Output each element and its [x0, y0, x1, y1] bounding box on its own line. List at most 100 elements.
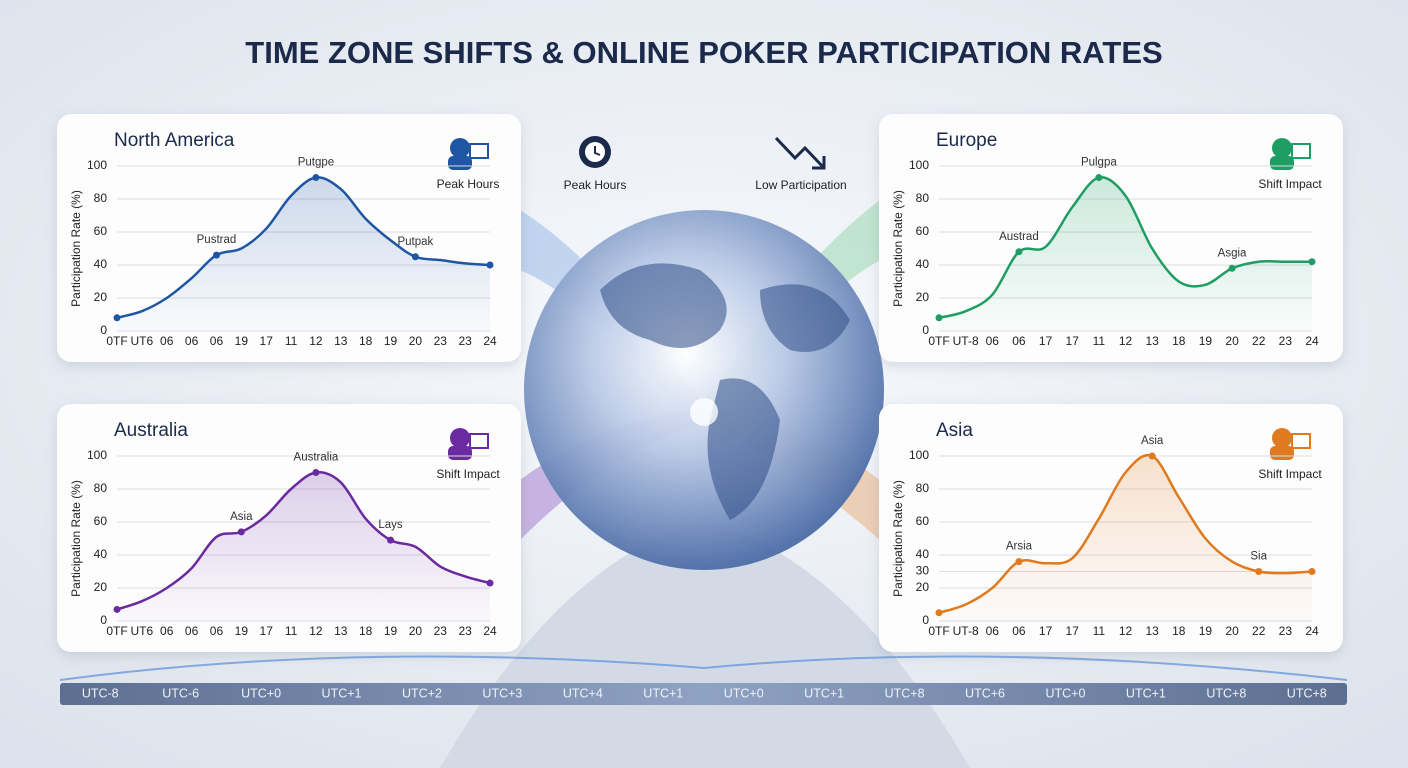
timeline-bar — [60, 683, 1347, 705]
point — [387, 536, 395, 544]
x-tick-label: 19 — [1199, 334, 1213, 348]
x-tick-label: 23 — [458, 624, 472, 638]
badge-label: Shift Impact — [1258, 177, 1322, 191]
timeline-label: UTC+6 — [965, 686, 1005, 700]
badge-label: Shift Impact — [436, 467, 500, 481]
line — [938, 453, 1313, 614]
point — [113, 605, 121, 613]
x-tick-label: 13 — [334, 334, 348, 348]
x-tick-label: 20 — [409, 334, 423, 348]
x-tick-label: 24 — [483, 334, 497, 348]
x-tick-label: 06 — [185, 624, 199, 638]
timeline-label: UTC-8 — [82, 686, 119, 700]
x-tick-label: 20 — [1225, 334, 1239, 348]
x-tick-label: 17 — [1066, 334, 1080, 348]
timeline-label: UTC+8 — [1206, 686, 1246, 700]
x-tick-label: 11 — [1093, 624, 1106, 638]
timeline-label: UTC+3 — [482, 686, 522, 700]
x-tick-label: 23 — [458, 334, 472, 348]
badge-icon — [450, 428, 470, 448]
x-tick-label: 20 — [1225, 624, 1239, 638]
annotation: Pulgpa — [1081, 157, 1117, 169]
timeline-label: UTC+0 — [1045, 686, 1085, 700]
clock-hands — [594, 146, 601, 156]
x-tick-label: 06 — [986, 624, 1000, 638]
x-tick-label: 06 — [160, 624, 174, 638]
icon-label: Peak Hours — [564, 178, 627, 192]
x-tick-label: UT-8 — [953, 334, 979, 348]
y-tick-label: 60 — [94, 514, 108, 528]
badge-icon — [448, 446, 472, 460]
chart-title: North America — [114, 130, 235, 151]
timeline-label: UTC+1 — [322, 686, 362, 700]
y-tick-label: 80 — [916, 481, 930, 495]
glow — [690, 398, 718, 426]
x-tick-label: 17 — [1039, 334, 1053, 348]
x-tick-label: 17 — [260, 624, 274, 638]
badge-icon — [1291, 433, 1311, 449]
x-tick-label: 19 — [384, 334, 398, 348]
arrow-icon — [774, 136, 826, 170]
point — [1015, 558, 1023, 566]
x-tick-label: 24 — [1305, 624, 1319, 638]
y-tick-label: 0 — [922, 613, 929, 627]
x-tick-label: 23 — [434, 334, 448, 348]
x-tick-label: 06 — [185, 334, 199, 348]
badge-label: Peak Hours — [437, 177, 500, 191]
x-tick-label: 06 — [1012, 624, 1026, 638]
y-tick-label: 20 — [916, 580, 930, 594]
annotation: Asia — [1141, 435, 1164, 447]
x-tick-label: 06 — [210, 624, 224, 638]
annotation: Putgpe — [298, 157, 334, 169]
timeline-label: UTC+0 — [241, 686, 281, 700]
y-tick-label: 60 — [94, 224, 108, 238]
x-tick-label: 18 — [1172, 334, 1186, 348]
x-tick-label: 18 — [359, 334, 373, 348]
x-tick-label: 06 — [210, 334, 224, 348]
chart-title: Australia — [114, 420, 188, 441]
globe — [524, 210, 884, 570]
timeline-label: UTC+8 — [1287, 686, 1327, 700]
annotation: Pustrad — [197, 234, 237, 246]
icon-label: Low Participation — [755, 178, 846, 192]
x-tick-label: 17 — [1039, 624, 1053, 638]
y-tick-label: 100 — [909, 448, 929, 462]
point — [312, 469, 320, 476]
line — [938, 176, 1312, 320]
badge-label: Shift Impact — [1258, 467, 1322, 481]
point — [935, 314, 943, 322]
timeline-label: UTC-6 — [162, 686, 199, 700]
x-tick-label: 0TF — [928, 334, 949, 348]
x-tick-label: 11 — [1093, 334, 1106, 348]
y-tick-label: 0 — [922, 323, 929, 337]
area — [117, 472, 490, 621]
x-tick-label: UT6 — [131, 334, 154, 348]
point — [486, 579, 494, 587]
badge-icon — [1272, 138, 1292, 158]
globe-stand — [440, 520, 970, 768]
y-tick-label: 0 — [100, 323, 107, 337]
area — [939, 177, 1312, 331]
point — [113, 314, 121, 322]
cards: North America Peak Hours 0 20 40 60 80 100 Parti… — [57, 114, 1343, 652]
chart-card: Australia Shift Impact 0 20 40 60 80 100 Partici… — [57, 404, 521, 652]
x-tick-label: 22 — [1252, 334, 1266, 348]
line — [116, 176, 491, 320]
point — [411, 253, 419, 261]
x-tick-label: 0TF — [928, 624, 949, 638]
point — [312, 174, 320, 182]
badge-icon — [1270, 156, 1294, 170]
x-tick-label: 19 — [235, 334, 249, 348]
x-tick-label: 12 — [309, 624, 323, 638]
chart-card: Asia Shift Impact 0 20 30 40 60 80 100 Participat… — [879, 404, 1343, 652]
point — [486, 261, 494, 269]
annotation: Lays — [378, 519, 403, 531]
y-tick-label: 40 — [916, 257, 930, 271]
x-tick-label: 24 — [483, 624, 497, 638]
line — [116, 471, 491, 611]
continents — [600, 263, 850, 520]
x-tick-label: 19 — [1199, 624, 1213, 638]
x-tick-label: 24 — [1305, 334, 1319, 348]
y-tick-label: 60 — [916, 514, 930, 528]
